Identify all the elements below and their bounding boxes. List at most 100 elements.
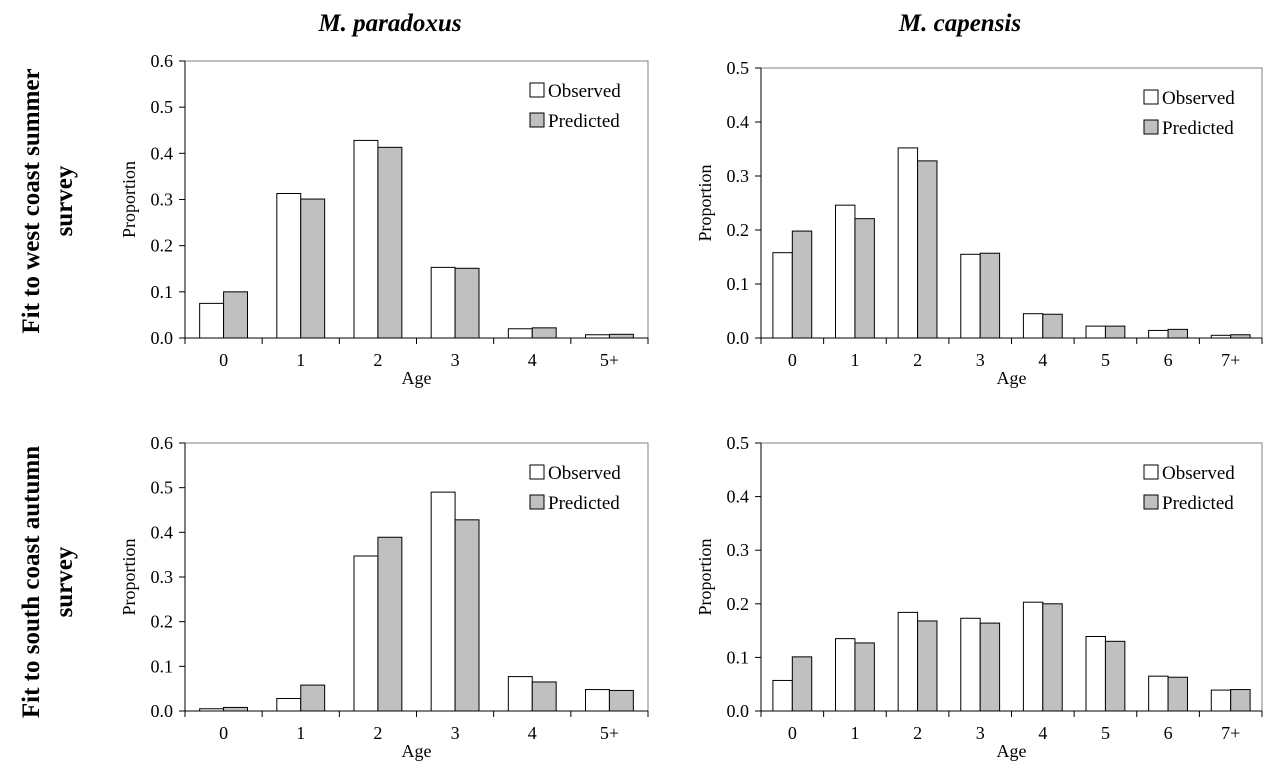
y-axis-title: Proportion: [119, 538, 139, 615]
bar-observed-age-7+: [1210, 334, 1232, 339]
y-tick-label: 0.4: [151, 143, 174, 163]
y-tick-label: 0.6: [151, 51, 174, 71]
y-tick-label: 0.1: [151, 656, 174, 676]
legend-swatch-observed: [1143, 464, 1159, 480]
bar-predicted-age-2: [917, 160, 938, 339]
bar-predicted-age-5: [1104, 325, 1126, 339]
bar-observed-age-0: [199, 708, 225, 712]
x-tick-label: 4: [528, 723, 537, 743]
bar-predicted-age-5+: [608, 689, 634, 712]
bar-observed-age-3: [430, 266, 456, 339]
chart-panel-bottom-right: 0.0 0.1 0.2 0.3 0.4 0.5 0 1 2 3 4 5 6 7+ Age Proportion…: [695, 433, 1263, 761]
y-tick-label: 0.5: [151, 97, 174, 117]
bar-observed-age-2: [353, 139, 379, 339]
bar-predicted-age-7+: [1230, 334, 1251, 339]
x-tick-label: 3: [976, 350, 985, 370]
plot-frame: [184, 60, 649, 339]
x-tick-label: 3: [451, 350, 460, 370]
y-tick-label: 0.1: [151, 282, 174, 302]
y-axis-title: Proportion: [119, 161, 139, 238]
bar-predicted-age-3: [454, 267, 480, 339]
y-tick-label: 0.0: [151, 328, 174, 348]
bar-observed-age-4: [507, 328, 533, 339]
bar-observed-age-0: [772, 679, 793, 712]
x-tick-label: 2: [913, 350, 922, 370]
bar-observed-age-6: [1148, 329, 1169, 339]
legend-label-observed: Observed: [548, 463, 621, 484]
bar-observed-age-0: [772, 252, 793, 339]
x-tick-label: 0: [788, 723, 797, 743]
column-title-paradoxus: M. paradoxus: [318, 10, 462, 37]
bar-predicted-age-7+: [1230, 689, 1251, 712]
bar-predicted-age-0: [791, 230, 813, 339]
bar-observed-age-2: [897, 611, 919, 712]
x-tick-label: 3: [451, 723, 460, 743]
bar-observed-age-6: [1148, 675, 1169, 712]
x-tick-label: 1: [850, 350, 859, 370]
legend-label-observed: Observed: [1162, 463, 1235, 484]
x-tick-label: 5: [1101, 350, 1110, 370]
bar-observed-age-0: [199, 302, 225, 339]
x-tick-label: 3: [976, 723, 985, 743]
y-tick-label: 0.4: [727, 112, 750, 132]
y-tick-label: 0.6: [151, 433, 174, 453]
bar-predicted-age-6: [1167, 676, 1188, 712]
bar-observed-age-4: [1022, 601, 1044, 712]
bar-predicted-age-6: [1167, 328, 1188, 339]
legend-swatch-observed: [529, 464, 545, 480]
bar-observed-age-5+: [584, 689, 610, 712]
x-tick-label: 2: [373, 350, 382, 370]
bar-observed-age-3: [430, 491, 456, 712]
bar-predicted-age-2: [917, 620, 938, 712]
bar-observed-age-7+: [1210, 689, 1232, 712]
bar-observed-age-2: [897, 147, 919, 339]
x-tick-label: 2: [913, 723, 922, 743]
x-tick-label: 0: [219, 723, 228, 743]
x-tick-label: 1: [296, 723, 305, 743]
chart-panel-top-left: 0.0 0.1 0.2 0.3 0.4 0.5 0.6 0 1 2 3 4 5+ Age Proportio…: [119, 51, 649, 388]
x-tick-label: 6: [1164, 723, 1173, 743]
y-tick-label: 0.2: [727, 220, 750, 240]
x-tick-label: 1: [850, 723, 859, 743]
y-tick-label: 0.3: [727, 166, 750, 186]
x-tick-label: 7+: [1221, 723, 1240, 743]
legend-swatch-predicted: [1143, 119, 1159, 135]
bar-predicted-age-5: [1104, 640, 1126, 712]
y-tick-label: 0.1: [727, 647, 750, 667]
bar-observed-age-3: [960, 253, 981, 339]
bar-predicted-age-0: [223, 291, 249, 339]
y-tick-label: 0.0: [151, 701, 174, 721]
legend-label-observed: Observed: [1162, 88, 1235, 109]
y-tick-label: 0.2: [151, 236, 174, 256]
y-tick-label: 0.4: [151, 522, 174, 542]
bar-observed-age-5+: [584, 334, 610, 339]
y-tick-label: 0.5: [151, 478, 174, 498]
legend-swatch-predicted: [1143, 494, 1159, 510]
bar-predicted-age-3: [979, 622, 1001, 712]
column-title-capensis: M. capensis: [898, 10, 1022, 37]
x-tick-label: 6: [1164, 350, 1173, 370]
legend-label-predicted: Predicted: [548, 493, 620, 514]
x-axis-title: Age: [402, 741, 432, 761]
y-tick-label: 0.0: [727, 701, 750, 721]
bar-observed-age-1: [276, 697, 302, 712]
bar-observed-age-4: [507, 676, 533, 712]
legend-swatch-predicted: [529, 494, 545, 510]
bar-observed-age-1: [835, 204, 856, 339]
y-tick-label: 0.0: [727, 328, 750, 348]
x-tick-label: 7+: [1221, 350, 1240, 370]
x-axis-title: Age: [402, 368, 432, 388]
bar-predicted-age-2: [377, 146, 403, 339]
bar-predicted-age-4: [1042, 313, 1063, 339]
bar-predicted-age-3: [979, 252, 1001, 339]
x-tick-label: 1: [296, 350, 305, 370]
bar-observed-age-3: [960, 617, 981, 712]
x-tick-label: 5+: [600, 723, 619, 743]
bar-predicted-age-4: [1042, 603, 1063, 712]
x-tick-label: 4: [1038, 723, 1047, 743]
bar-observed-age-1: [835, 638, 856, 712]
bar-predicted-age-4: [531, 327, 557, 339]
chart-panel-top-right: 0.0 0.1 0.2 0.3 0.4 0.5 0 1 2 3 4 5 6 7+ Age Proportion…: [695, 58, 1263, 388]
x-axis-title: Age: [997, 741, 1027, 761]
